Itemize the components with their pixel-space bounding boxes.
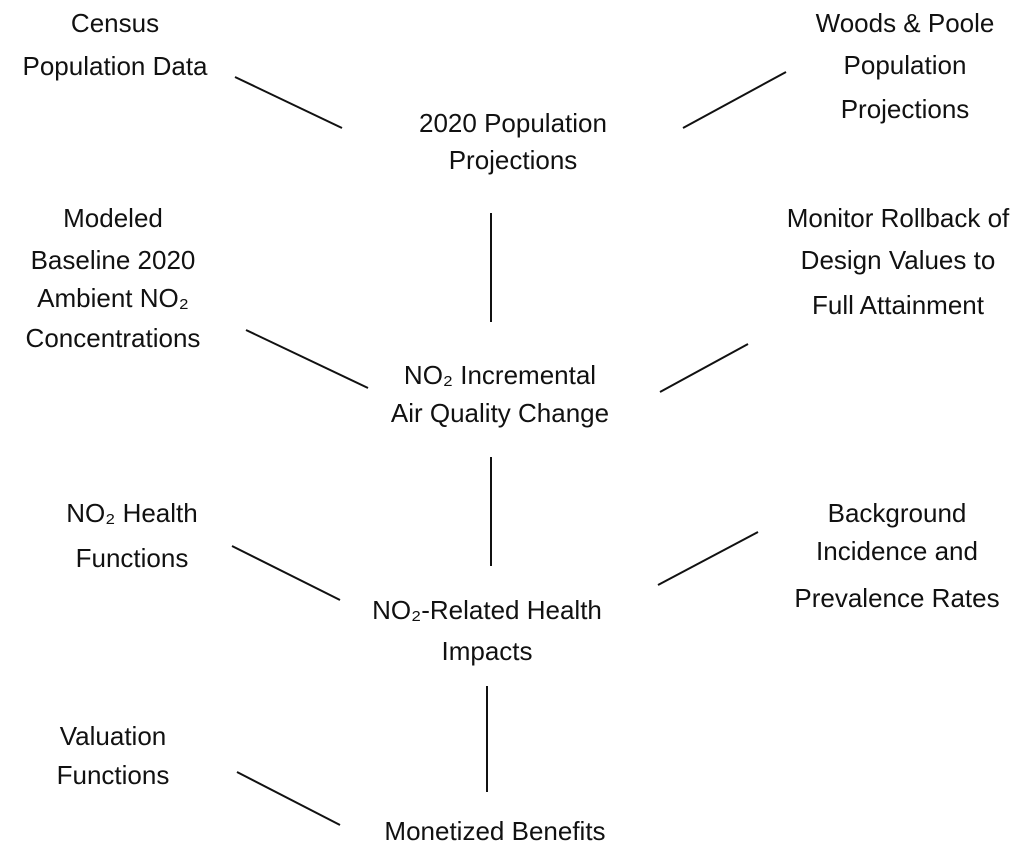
node-label: Baseline 2020 [31, 245, 196, 275]
node-label: Census [71, 8, 159, 38]
node-label: Projections [449, 145, 578, 175]
node-label: 2020 Population [419, 108, 607, 138]
connector [657, 531, 759, 586]
connector [659, 343, 749, 393]
connector [245, 329, 369, 389]
node-label: Projections [841, 94, 970, 124]
node-label: Woods & Poole [816, 8, 995, 38]
node-label: NO₂ Incremental [404, 360, 596, 390]
node-label: Impacts [441, 636, 532, 666]
connector [236, 771, 341, 826]
node-labels: Census Population Data Woods & Poole Popula… [22, 8, 1010, 846]
node-label: NO₂-Related Health [372, 595, 602, 625]
node-label: Monitor Rollback of [787, 203, 1010, 233]
node-label: Population Data [22, 51, 208, 81]
node-label: Full Attainment [812, 290, 985, 320]
connector [234, 76, 343, 129]
node-label: Functions [76, 543, 189, 573]
node-label: Air Quality Change [391, 398, 609, 428]
node-label: Modeled [63, 203, 163, 233]
node-label: Monetized Benefits [384, 816, 605, 846]
node-label: Population [844, 50, 967, 80]
connectors [231, 71, 787, 826]
node-label: Valuation [60, 721, 167, 751]
connector [682, 71, 787, 129]
node-label: Functions [57, 760, 170, 790]
node-label: Design Values to [801, 245, 996, 275]
node-label: Concentrations [26, 323, 201, 353]
node-label: Incidence and [816, 536, 978, 566]
node-label: Background [828, 498, 967, 528]
node-label: Prevalence Rates [794, 583, 999, 613]
connector [231, 545, 341, 601]
node-label: NO₂ Health [66, 498, 197, 528]
node-label: Ambient NO₂ [37, 283, 189, 313]
